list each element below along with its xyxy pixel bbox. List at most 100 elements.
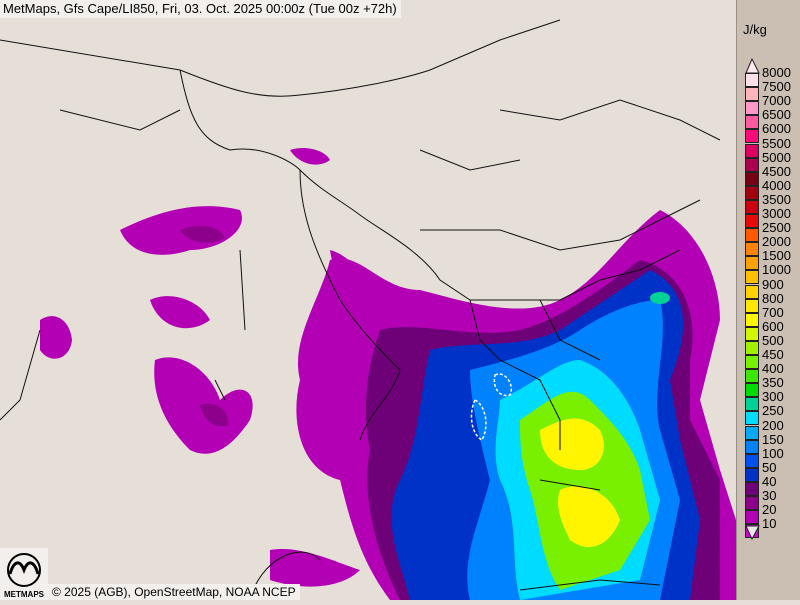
legend-swatch [745, 115, 759, 130]
legend-label: 800 [762, 290, 784, 306]
legend-label: 40 [762, 473, 777, 489]
legend-label: 5500 [762, 135, 791, 151]
legend-item: 5000 [745, 150, 800, 172]
map-title: MetMaps, Gfs Cape/LI850, Fri, 03. Oct. 2… [0, 0, 401, 18]
legend-swatch [745, 411, 759, 426]
legend-item: 3500 [745, 192, 800, 214]
legend-swatch [745, 284, 759, 299]
legend-item: 300 [745, 390, 800, 412]
legend-swatch [745, 101, 759, 116]
legend-swatch [745, 326, 759, 341]
legend-label: 3000 [762, 206, 791, 221]
legend-label: 6000 [762, 121, 791, 137]
legend-item: 4000 [745, 178, 800, 200]
legend-label: 7000 [762, 93, 791, 109]
legend-label: 2500 [762, 220, 791, 236]
legend-item: 800 [745, 291, 800, 313]
legend-item: 450 [745, 348, 800, 369]
legend-label: 3500 [762, 191, 791, 207]
legend-label: 7500 [762, 79, 791, 95]
legend-swatch [745, 185, 759, 200]
legend-label: 200 [762, 417, 784, 433]
legend-item: 900 [745, 277, 800, 299]
legend-item: 5500 [745, 136, 800, 158]
legend-item: 7500 [745, 80, 800, 102]
legend-swatch [745, 270, 759, 285]
legend-label: 50 [762, 459, 777, 475]
borders [0, 19, 721, 600]
legend-item: 500 [745, 333, 800, 355]
legend-label: 6500 [762, 107, 791, 123]
legend-label: 500 [762, 332, 784, 348]
legend-label: 450 [762, 347, 784, 362]
legend-item: 400 [745, 362, 800, 384]
legend-swatch [745, 369, 759, 384]
legend-swatch [745, 496, 759, 510]
legend-item: 50 [745, 460, 800, 482]
legend-item: 150 [745, 432, 800, 454]
legend-swatch [745, 171, 759, 186]
legend-swatch [745, 242, 759, 257]
legend-label: 350 [762, 375, 784, 391]
legend-item: 350 [745, 376, 800, 398]
legend-item: 30 [745, 489, 800, 510]
legend-item: 40 [745, 474, 800, 496]
legend-label: 400 [762, 361, 784, 377]
legend-swatch [745, 312, 759, 327]
legend-label: 8000 [762, 65, 791, 80]
legend-swatch [745, 340, 759, 355]
legend-swatch [745, 510, 759, 525]
legend-swatch [745, 298, 759, 313]
legend-swatch [745, 143, 759, 158]
legend-swatch [745, 73, 759, 87]
legend-panel: J/kg 8000 7500 7000 6500 6000 5500 5000 4500 400… [736, 0, 800, 600]
legend-swatch [745, 425, 759, 440]
legend-item: 6000 [745, 122, 800, 144]
legend-bottom-arrow-icon [745, 525, 760, 541]
metmaps-logo: METMAPS [0, 548, 48, 600]
legend-label: 1500 [762, 248, 791, 264]
legend-swatch [745, 214, 759, 228]
legend-label: 4500 [762, 163, 791, 179]
legend-label: 10 [762, 516, 777, 532]
legend-label: 900 [762, 276, 784, 292]
legend-item: 7000 [745, 94, 800, 116]
legend-label: 600 [762, 318, 784, 334]
legend-label: 100 [762, 445, 784, 461]
legend-label: 4000 [762, 177, 791, 193]
cape-field [40, 148, 736, 600]
legend-item: 1000 [745, 263, 800, 285]
legend-item: 1500 [745, 249, 800, 271]
legend-label: 250 [762, 403, 784, 419]
cape-map[interactable] [0, 0, 736, 600]
svg-text:METMAPS: METMAPS [4, 590, 45, 599]
legend-label: 5000 [762, 149, 791, 165]
legend-label: 30 [762, 488, 777, 503]
legend-label: 20 [762, 502, 777, 518]
legend-top-arrow-icon [745, 58, 760, 74]
legend-label: 150 [762, 431, 784, 447]
legend-label: 700 [762, 304, 784, 320]
legend-item: 100 [745, 446, 800, 468]
legend-item: 20 [745, 503, 800, 525]
legend-swatch [745, 87, 759, 102]
metmaps-logo-icon: METMAPS [4, 553, 45, 599]
legend-item: 3000 [745, 207, 800, 228]
legend-unit: J/kg [743, 22, 767, 37]
legend-swatch [745, 481, 759, 496]
legend-item: 200 [745, 418, 800, 440]
legend-swatch [745, 199, 759, 214]
legend-swatch [745, 383, 759, 398]
legend-item: 700 [745, 305, 800, 327]
legend-item: 4500 [745, 164, 800, 186]
legend-item: 6500 [745, 108, 800, 130]
map-credit: © 2025 (AGB), OpenStreetMap, NOAA NCEP [48, 584, 300, 600]
legend-swatch [745, 355, 759, 369]
legend-item: 250 [745, 404, 800, 426]
legend-swatch [745, 467, 759, 482]
legend-swatch [745, 453, 759, 468]
legend-item: 2000 [745, 235, 800, 257]
legend-swatch [745, 129, 759, 144]
legend-swatch [745, 256, 759, 271]
legend-label: 300 [762, 389, 784, 405]
